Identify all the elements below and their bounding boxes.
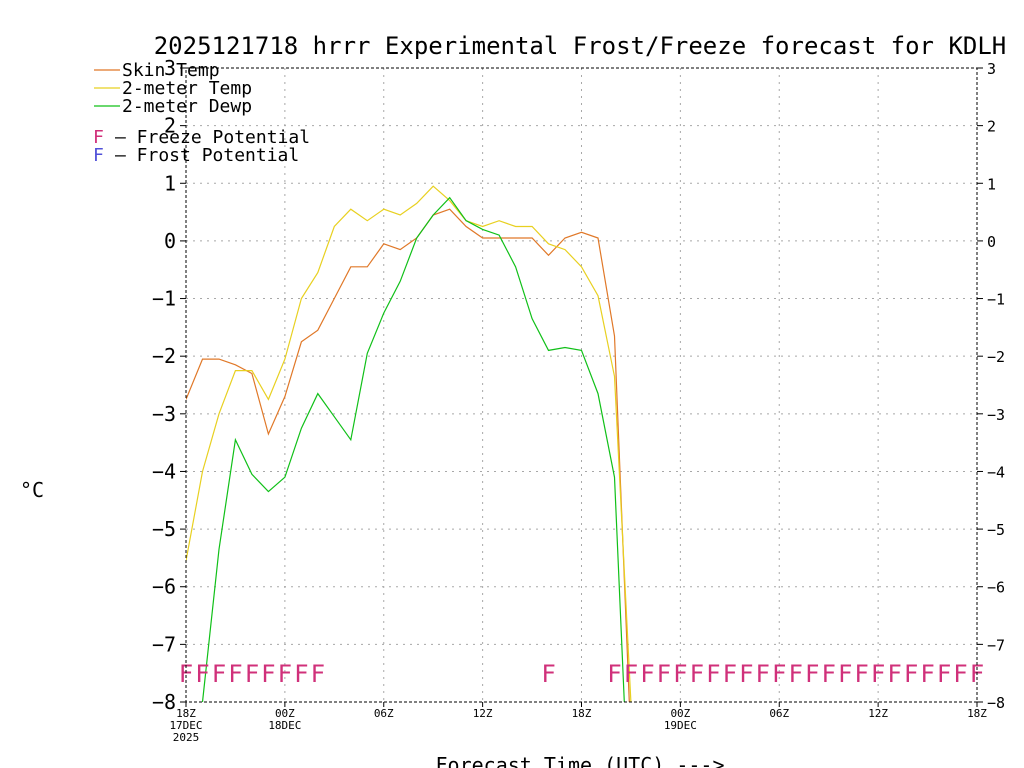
- freeze-marker: F: [854, 660, 868, 688]
- legend-label: 2-meter Temp: [122, 78, 252, 99]
- y-tick-label-right: 3: [987, 60, 996, 78]
- freeze-marker: F: [607, 660, 621, 688]
- legend-letter: F: [93, 127, 104, 148]
- x-tick-label: 2025: [173, 731, 200, 744]
- legend-label: 2-meter Dewp: [122, 96, 252, 117]
- y-tick-label-right: −2: [987, 348, 1005, 366]
- y-tick-label-left: 0: [164, 229, 176, 253]
- x-tick-label: 18Z: [176, 707, 196, 720]
- freeze-marker: F: [195, 660, 209, 688]
- y-tick-label-right: 1: [987, 175, 996, 193]
- y-tick-label-right: −1: [987, 291, 1005, 309]
- y-tick-label-right: −8: [987, 694, 1005, 712]
- freeze-marker: F: [245, 660, 259, 688]
- y-tick-label-right: −6: [987, 579, 1005, 597]
- y-tick-label-right: 2: [987, 118, 996, 136]
- y-tick-label-left: −5: [152, 517, 176, 541]
- y-tick-label-left: −2: [152, 344, 176, 368]
- freeze-marker: F: [953, 660, 967, 688]
- freeze-marker: F: [706, 660, 720, 688]
- freeze-marker: F: [821, 660, 835, 688]
- y-tick-label-left: −7: [152, 632, 176, 656]
- x-tick-label: 06Z: [769, 707, 789, 720]
- x-tick-label: 19DEC: [664, 719, 697, 732]
- freeze-marker: F: [179, 660, 193, 688]
- x-tick-label: 18Z: [967, 707, 987, 720]
- legend-label: – Frost Potential: [115, 145, 299, 166]
- legend-letter: F: [93, 145, 104, 166]
- y-tick-label-left: −3: [152, 402, 176, 426]
- x-tick-label: 06Z: [374, 707, 394, 720]
- freeze-marker: F: [920, 660, 934, 688]
- x-tick-label: 17DEC: [169, 719, 202, 732]
- y-tick-label-left: −8: [152, 690, 176, 714]
- y-tick-label-left: 2: [164, 114, 176, 138]
- freeze-marker: F: [311, 660, 325, 688]
- freeze-marker: F: [690, 660, 704, 688]
- x-axis-label: Forecast Time (UTC) --->: [436, 753, 725, 768]
- freeze-marker: F: [772, 660, 786, 688]
- grid-lines: [186, 68, 977, 702]
- x-tick-label: 00Z: [275, 707, 295, 720]
- freeze-marker: F: [871, 660, 885, 688]
- freeze-marker: F: [657, 660, 671, 688]
- y-tick-label-right: 0: [987, 233, 996, 251]
- freeze-marker: F: [756, 660, 770, 688]
- freeze-marker: F: [640, 660, 654, 688]
- y-tick-label-right: −7: [987, 636, 1005, 654]
- x-tick-label: 18DEC: [268, 719, 301, 732]
- x-tick-label: 12Z: [473, 707, 493, 720]
- freeze-marker: F: [904, 660, 918, 688]
- series-layer: [186, 185, 632, 703]
- chart-title: 2025121718 hrrr Experimental Frost/Freez…: [154, 32, 1007, 60]
- axes: −8 −8 −7 −7 −6 −6 −5 −5 −4 −4 −3 −3 −2 −2 −1 −1 0 0 1 1 2 2 3 3…: [152, 56, 1005, 744]
- series-line-2-meter-temp: [186, 185, 632, 703]
- freeze-marker: F: [937, 660, 951, 688]
- y-tick-label-right: −4: [987, 463, 1005, 481]
- y-axis-label: °C: [20, 478, 44, 502]
- y-tick-label-left: −1: [152, 287, 176, 311]
- x-tick-label: 00Z: [670, 707, 690, 720]
- legend-label: Skin Temp: [122, 60, 220, 81]
- x-tick-label: 12Z: [868, 707, 888, 720]
- freeze-marker: F: [278, 660, 292, 688]
- y-tick-label-left: 1: [164, 171, 176, 195]
- series-line-2-meter-dewp: [201, 196, 625, 703]
- freeze-marker: F: [261, 660, 275, 688]
- freeze-marker: F: [624, 660, 638, 688]
- legend-label: – Freeze Potential: [115, 127, 310, 148]
- y-tick-label-left: 3: [164, 56, 176, 80]
- freeze-marker: F: [541, 660, 555, 688]
- y-tick-label-right: −5: [987, 521, 1005, 539]
- freeze-marker: F: [805, 660, 819, 688]
- freeze-marker: F: [838, 660, 852, 688]
- freeze-marker: F: [789, 660, 803, 688]
- y-tick-label-left: −4: [152, 459, 176, 483]
- freeze-marker: F: [228, 660, 242, 688]
- freeze-marker: F: [739, 660, 753, 688]
- freeze-marker: F: [887, 660, 901, 688]
- freeze-marker: F: [212, 660, 226, 688]
- freeze-marker: F: [673, 660, 687, 688]
- y-tick-label-right: −3: [987, 406, 1005, 424]
- freeze-marker: F: [723, 660, 737, 688]
- x-tick-label: 18Z: [572, 707, 592, 720]
- y-tick-label-left: −6: [152, 575, 176, 599]
- freeze-marker: F: [294, 660, 308, 688]
